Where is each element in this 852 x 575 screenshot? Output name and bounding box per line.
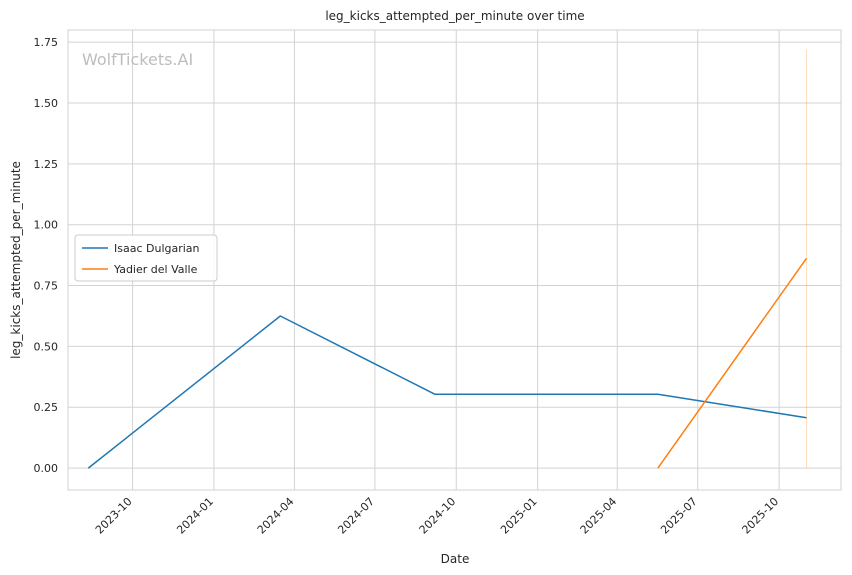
x-tick-label: 2024-10 bbox=[417, 495, 459, 537]
y-tick-labels: 0.00 0.25 0.50 0.75 1.00 1.25 1.50 1.75 bbox=[34, 36, 59, 475]
legend: Isaac Dulgarian Yadier del Valle bbox=[74, 234, 218, 282]
x-tick-label: 2025-01 bbox=[498, 495, 540, 537]
y-tick-label: 0.25 bbox=[34, 401, 59, 414]
x-tick-label: 2024-04 bbox=[255, 495, 297, 537]
y-tick-label: 1.75 bbox=[34, 36, 59, 49]
x-tick-label: 2024-07 bbox=[335, 495, 377, 537]
y-tick-label: 0.00 bbox=[34, 462, 59, 475]
y-axis-label: leg_kicks_attempted_per_minute bbox=[9, 161, 23, 359]
x-axis-label: Date bbox=[441, 552, 470, 566]
x-tick-label: 2023-10 bbox=[93, 495, 135, 537]
x-tick-label: 2025-04 bbox=[578, 495, 620, 537]
legend-label: Yadier del Valle bbox=[113, 263, 198, 276]
legend-label: Isaac Dulgarian bbox=[114, 242, 200, 255]
series-lines bbox=[87, 257, 808, 469]
y-tick-label: 0.50 bbox=[34, 340, 59, 353]
series-line bbox=[87, 315, 807, 469]
y-tick-label: 0.75 bbox=[34, 280, 59, 293]
y-tick-label: 1.00 bbox=[34, 219, 59, 232]
watermark: WolfTickets.AI bbox=[82, 50, 193, 69]
series-line bbox=[657, 257, 808, 469]
x-tick-label: 2024-01 bbox=[174, 495, 216, 537]
legend-box bbox=[74, 234, 218, 282]
x-tick-labels: 2023-10 2024-01 2024-04 2024-07 2024-10 2025-… bbox=[93, 495, 781, 537]
chart-title: leg_kicks_attempted_per_minute over time bbox=[325, 9, 584, 23]
x-tick-label: 2025-10 bbox=[740, 495, 782, 537]
y-tick-label: 1.50 bbox=[34, 97, 59, 110]
x-tick-label: 2025-07 bbox=[658, 495, 700, 537]
y-tick-label: 1.25 bbox=[34, 158, 59, 171]
y-gridlines bbox=[68, 41, 841, 469]
